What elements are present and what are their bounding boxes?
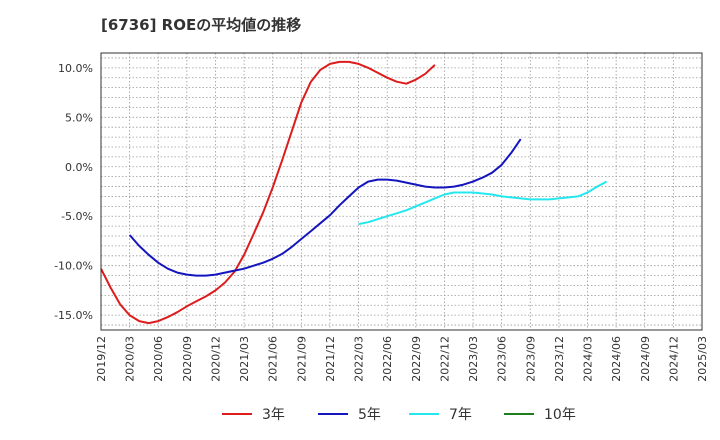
- x-tick-label: 2020/03: [124, 336, 137, 382]
- y-tick-label: -15.0%: [54, 309, 93, 322]
- legend: 3年 5年 7年 10年: [222, 407, 576, 423]
- x-tick-label: 2024/03: [582, 336, 595, 382]
- series-line-1: [100, 60, 436, 325]
- series-line-2: [128, 138, 522, 277]
- x-tick-label: 2021/06: [267, 336, 280, 382]
- y-tick-label: 10.0%: [58, 62, 93, 75]
- legend-label-4: 10年: [544, 407, 576, 423]
- legend-label-1: 3年: [262, 407, 285, 423]
- x-tick-label: 2019/12: [95, 336, 108, 382]
- legend-label-2: 5年: [358, 407, 381, 423]
- x-tick-label: 2022/03: [353, 336, 366, 382]
- x-tick-label: 2023/03: [467, 336, 480, 382]
- x-tick-label: 2020/09: [181, 336, 194, 382]
- x-tick-label: 2021/09: [295, 336, 308, 382]
- y-tick-label: 0.0%: [65, 161, 93, 174]
- plot-frame: [100, 52, 703, 331]
- legend-label-3: 7年: [449, 407, 472, 423]
- x-tick-label: 2024/12: [667, 336, 680, 382]
- x-tick-label: 2020/06: [152, 336, 165, 382]
- y-tick-label: 5.0%: [65, 111, 93, 124]
- x-tick-label: 2022/06: [381, 336, 394, 382]
- y-tick-label: -5.0%: [61, 210, 93, 223]
- x-tick-label: 2024/09: [639, 336, 652, 382]
- x-tick-label: 2022/12: [438, 336, 451, 382]
- x-axis-tick-labels: 2019/12 2020/03 2020/06 2020/09 2020/12 2021/…: [95, 336, 709, 382]
- x-tick-label: 2023/06: [496, 336, 509, 382]
- x-tick-label: 2025/03: [696, 336, 709, 382]
- x-tick-label: 2021/12: [324, 336, 337, 382]
- x-tick-label: 2023/09: [524, 336, 537, 382]
- x-tick-label: 2022/09: [410, 336, 423, 382]
- y-axis-tick-labels: 10.0% 5.0% 0.0% -5.0% -10.0% -15.0%: [54, 62, 93, 322]
- y-tick-label: -10.0%: [54, 260, 93, 273]
- series-line-3: [358, 180, 608, 226]
- chart-title: [6736] ROEの平均値の推移: [101, 16, 302, 34]
- x-tick-label: 2023/12: [553, 336, 566, 382]
- grid-lines: [100, 53, 703, 330]
- x-tick-label: 2024/06: [610, 336, 623, 382]
- series-lines: [100, 60, 608, 325]
- x-tick-label: 2020/12: [209, 336, 222, 382]
- x-tick-label: 2021/03: [238, 336, 251, 382]
